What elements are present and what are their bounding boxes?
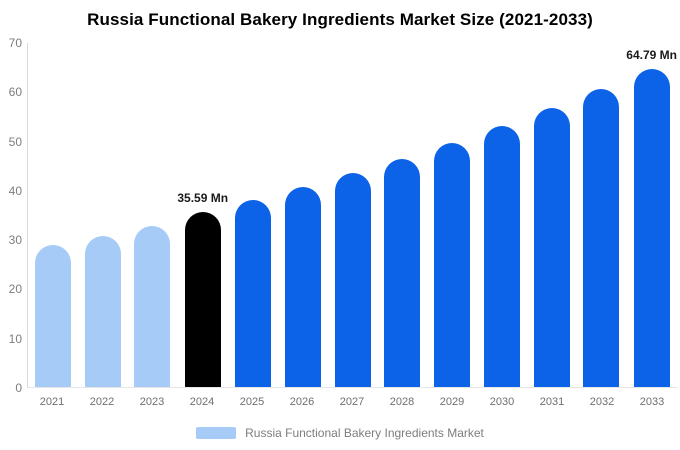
bar-2023[interactable]	[134, 225, 171, 387]
x-tick-label: 2021	[39, 396, 65, 408]
bar-slot	[477, 43, 527, 387]
legend-label: Russia Functional Bakery Ingredients Mar…	[245, 426, 484, 440]
y-tick-label: 50	[8, 134, 22, 149]
bar-slot: 64.79 Mn	[626, 43, 677, 387]
bar-slot	[78, 43, 128, 387]
bar-2028[interactable]	[384, 158, 421, 387]
bar-2030[interactable]	[483, 126, 520, 387]
x-tick-label: 2025	[239, 396, 265, 408]
y-tick-label: 30	[8, 233, 22, 248]
chart-title: Russia Functional Bakery Ingredients Mar…	[87, 10, 593, 29]
y-axis: 0 10 20 30 40 50 60 70	[0, 37, 22, 394]
x-tick-label: 2028	[389, 396, 415, 408]
bar-value-label: 35.59 Mn	[177, 191, 229, 206]
x-tick-label: 2030	[489, 396, 515, 408]
legend[interactable]: Russia Functional Bakery Ingredients Mar…	[0, 426, 680, 440]
bar-slot	[328, 43, 378, 387]
x-tick-label: 2031	[539, 396, 565, 408]
y-tick-label: 70	[8, 36, 22, 50]
y-tick-label: 60	[8, 85, 22, 100]
y-tick-label: 10	[8, 331, 22, 346]
x-tick-label: 2027	[339, 396, 365, 408]
y-tick-label: 40	[8, 183, 22, 198]
x-tick-label: 2023	[139, 396, 165, 408]
bar-2024[interactable]	[184, 212, 221, 387]
bar-slot	[527, 43, 577, 387]
bar-2029[interactable]	[434, 143, 471, 387]
x-tick-label: 2022	[89, 396, 115, 408]
bar-slot	[377, 43, 427, 387]
bar-slot	[128, 43, 178, 387]
bar-2033[interactable]	[633, 68, 670, 387]
bar-value-label: 64.79 Mn	[626, 47, 677, 62]
bar-slot: 35.59 Mn	[177, 43, 228, 387]
y-tick-label: 20	[8, 282, 22, 297]
bars: 35.59 Mn 64.79 Mn	[28, 43, 677, 387]
bar-2022[interactable]	[84, 235, 121, 387]
bar-slot	[28, 43, 78, 387]
plot-area: 35.59 Mn 64.79 Mn	[27, 43, 677, 388]
bar-slot	[577, 43, 627, 387]
legend-swatch[interactable]	[196, 427, 237, 439]
bar-2025[interactable]	[234, 200, 271, 387]
x-tick-label: 2029	[439, 396, 465, 408]
bar-2031[interactable]	[533, 108, 570, 387]
bar-2032[interactable]	[583, 89, 620, 387]
x-tick-label: 2024	[189, 396, 215, 408]
bar-2027[interactable]	[334, 173, 371, 387]
bar-2021[interactable]	[34, 245, 71, 387]
bar-2026[interactable]	[284, 187, 321, 387]
x-tick-label: 2026	[289, 396, 315, 408]
bar-slot	[427, 43, 477, 387]
x-tick-label: 2032	[589, 396, 615, 408]
x-axis: 2021 2022 2023 2024 2025 2026 2027 2028 2029 2030…	[27, 396, 677, 408]
y-tick-label: 0	[15, 381, 22, 395]
bar-slot	[228, 43, 278, 387]
bar-slot	[278, 43, 328, 387]
x-tick-label: 2033	[639, 396, 665, 408]
